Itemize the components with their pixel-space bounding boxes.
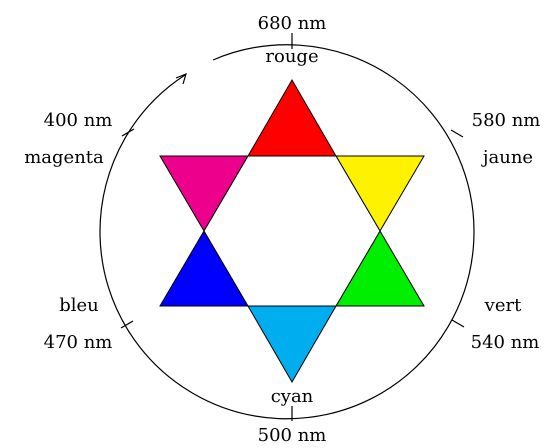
tick-vert [451, 319, 465, 328]
tick-jaune [450, 129, 464, 138]
wavelength-vert: 540 nm [471, 332, 540, 353]
tick-magenta [121, 128, 135, 137]
triangle-rouge [247, 79, 337, 157]
label-jaune: jaune [481, 147, 533, 168]
label-rouge: rouge [265, 46, 318, 67]
center-hexagon [203, 155, 381, 307]
triangle-cyan [247, 305, 337, 383]
wavelength-cyan: 500 nm [258, 425, 327, 446]
tick-bleu [120, 320, 134, 329]
wavelength-bleu: 470 nm [44, 332, 113, 353]
wavelength-magenta: 400 nm [44, 110, 113, 131]
label-vert: vert [484, 295, 522, 316]
label-bleu: bleu [59, 295, 99, 316]
wavelength-rouge: 680 nm [258, 13, 327, 34]
label-magenta: magenta [24, 147, 104, 168]
direction-arrow-icon [175, 72, 187, 85]
label-cyan: cyan [271, 386, 314, 407]
wheel-circle-arc [99, 44, 475, 420]
wavelength-jaune: 580 nm [472, 110, 541, 131]
